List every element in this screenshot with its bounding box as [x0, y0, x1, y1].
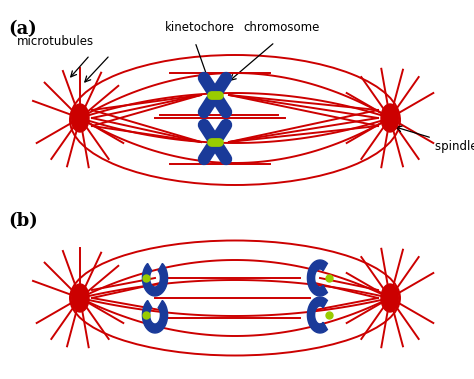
Text: (b): (b) [8, 212, 38, 230]
Ellipse shape [381, 104, 399, 132]
Text: spindle pole: spindle pole [435, 140, 474, 153]
Polygon shape [308, 260, 328, 296]
Text: microtubules: microtubules [17, 35, 93, 48]
Polygon shape [308, 297, 328, 333]
Text: chromosome: chromosome [244, 21, 320, 34]
Ellipse shape [71, 104, 89, 132]
Polygon shape [142, 301, 168, 333]
Text: kinetochore: kinetochore [165, 21, 235, 34]
Text: (a): (a) [8, 20, 37, 38]
Polygon shape [142, 263, 168, 296]
Ellipse shape [71, 284, 89, 312]
Ellipse shape [381, 284, 399, 312]
